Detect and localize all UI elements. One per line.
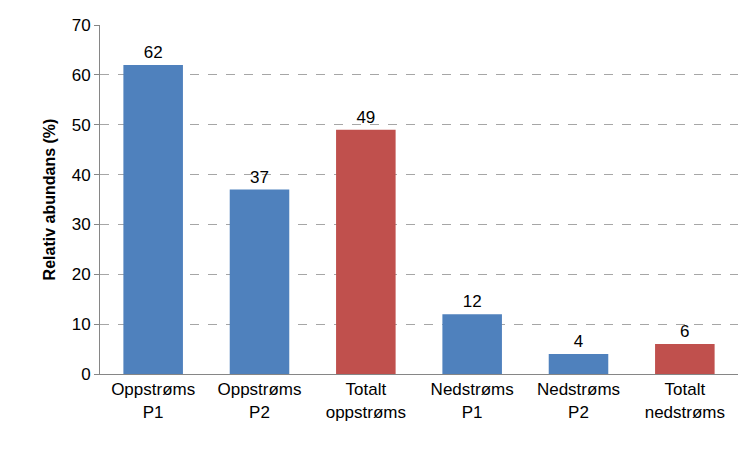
svg-text:OppstrømsP1: OppstrømsP1 — [111, 380, 195, 421]
svg-text:70: 70 — [72, 16, 91, 35]
svg-text:30: 30 — [72, 215, 91, 234]
svg-text:6: 6 — [680, 322, 689, 341]
svg-text:NedstrømsP1: NedstrømsP1 — [431, 380, 514, 421]
svg-text:Totaltnedstrøms: Totaltnedstrøms — [645, 380, 725, 421]
svg-text:10: 10 — [72, 315, 91, 334]
svg-text:49: 49 — [356, 108, 375, 127]
svg-text:50: 50 — [72, 116, 91, 135]
svg-text:20: 20 — [72, 265, 91, 284]
svg-text:NedstrømsP2: NedstrømsP2 — [537, 380, 620, 421]
svg-text:40: 40 — [72, 166, 91, 185]
svg-text:37: 37 — [250, 168, 269, 187]
svg-text:Relativ abundans (%): Relativ abundans (%) — [41, 119, 58, 281]
svg-text:60: 60 — [72, 66, 91, 85]
svg-text:OppstrømsP2: OppstrømsP2 — [217, 380, 301, 421]
svg-text:0: 0 — [81, 365, 90, 384]
svg-text:12: 12 — [463, 292, 482, 311]
svg-text:62: 62 — [144, 43, 163, 62]
svg-text:Totaltoppstrøms: Totaltoppstrøms — [326, 380, 406, 421]
svg-text:4: 4 — [574, 332, 583, 351]
